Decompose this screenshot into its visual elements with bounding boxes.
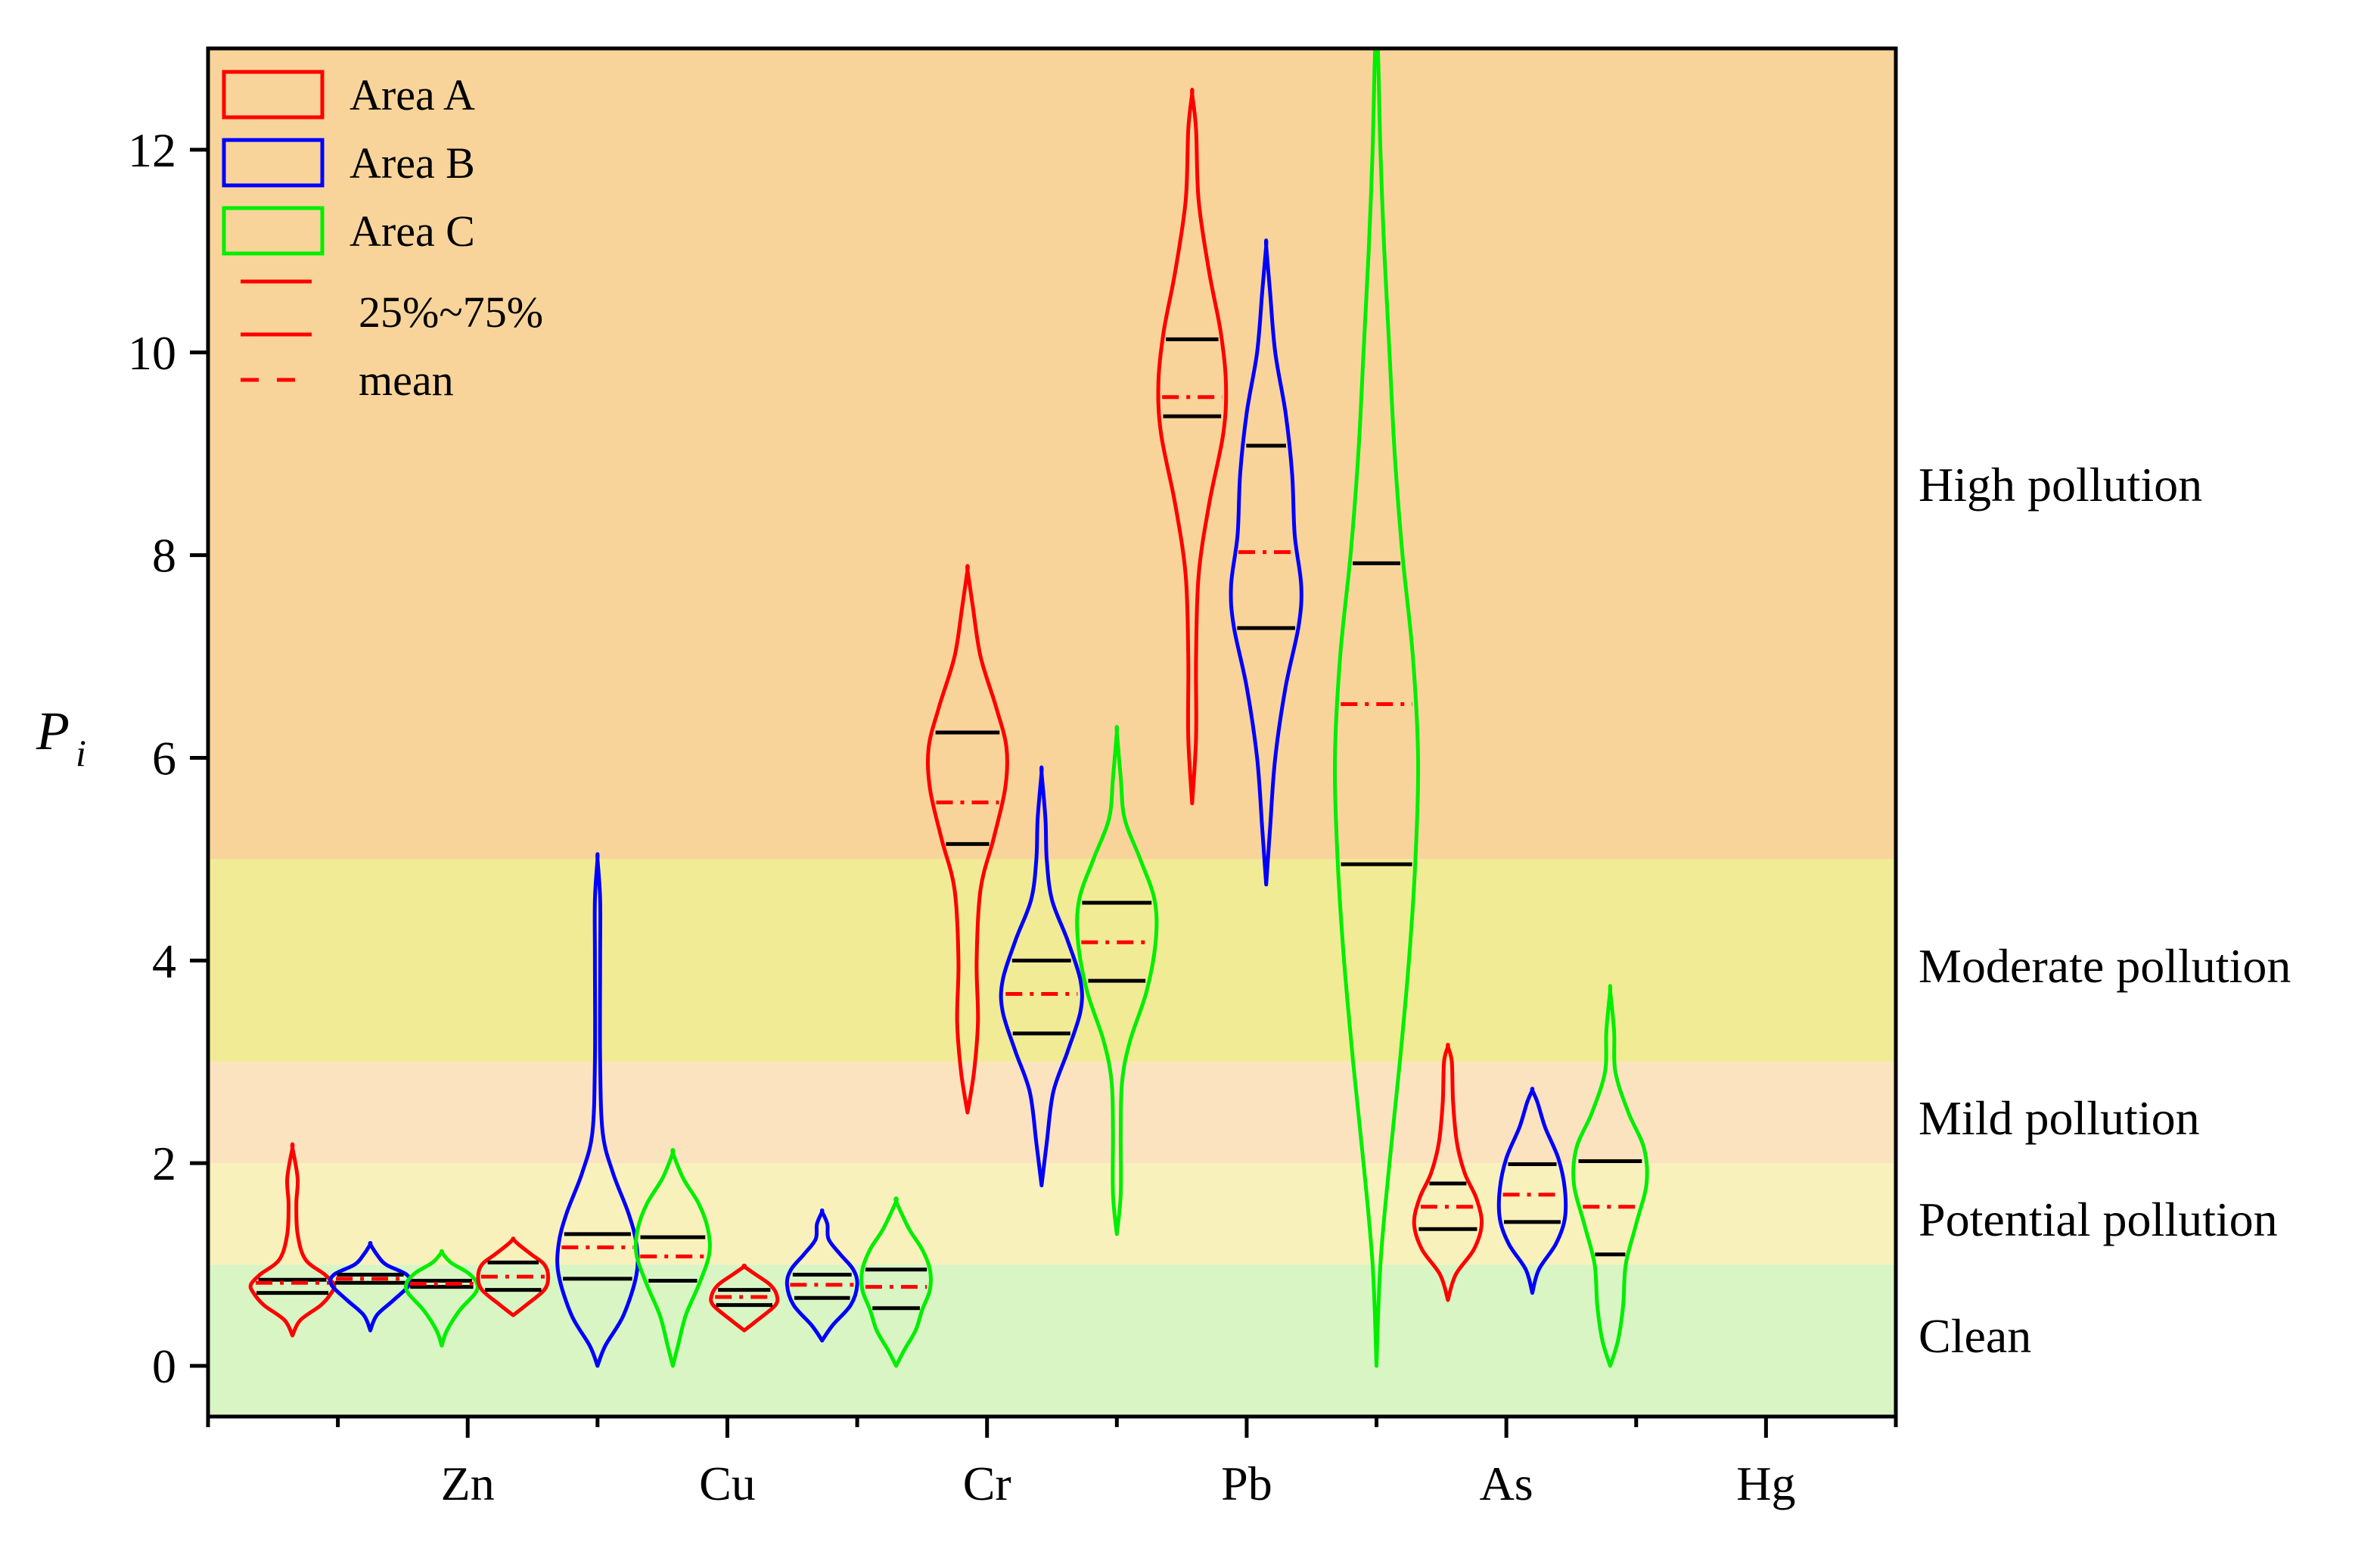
- violins: [248, 48, 1649, 1368]
- y-tick-label-4: 4: [152, 934, 176, 987]
- violin-B6: [1496, 1087, 1568, 1295]
- violin-B4: [999, 765, 1084, 1188]
- violin-A6: [1412, 1043, 1484, 1302]
- legend-swatch-0: [222, 70, 325, 120]
- legend-label-1: Area B: [350, 138, 475, 188]
- violin-outline-A3: [709, 1263, 780, 1333]
- x-tick-label-Zn: Zn: [441, 1457, 495, 1510]
- x-tick-label-Cu: Cu: [699, 1457, 756, 1510]
- band-label-3: Moderate pollution: [1919, 939, 2291, 993]
- violin-outline-B3: [785, 1208, 859, 1343]
- violin-outline-C5: [1333, 48, 1421, 1368]
- x-axis: Zn Cu Cr Pb As Hg: [206, 1417, 1898, 1510]
- y-axis-title-sub: i: [76, 732, 86, 774]
- legend-quartile-label: 25%~75%: [359, 288, 543, 337]
- y-tick-label-12: 12: [128, 123, 176, 177]
- violin-outline-B5: [1229, 238, 1303, 887]
- x-tick-label-Cr: Cr: [963, 1457, 1011, 1510]
- legend-swatch-1: [222, 138, 325, 188]
- violin-outline-A6: [1412, 1043, 1484, 1302]
- band-label-0: Clean: [1919, 1309, 2031, 1363]
- band-labels: Clean Potential pollution Mild pollution Mo…: [1919, 458, 2291, 1363]
- band-label-2: Mild pollution: [1919, 1091, 2200, 1145]
- legend-mean-label: mean: [359, 356, 454, 405]
- violin-outline-C6: [1571, 984, 1649, 1368]
- plot-frame: [206, 46, 1898, 1419]
- y-tick-label-10: 10: [128, 326, 176, 380]
- violin-C6: [1571, 984, 1649, 1368]
- y-axis-title-main: P: [36, 701, 70, 761]
- y-tick-label-0: 0: [152, 1339, 176, 1393]
- y-tick-label-2: 2: [152, 1137, 176, 1190]
- legend: Area A Area B Area C 25%~75% mean: [222, 70, 543, 405]
- violin-outline-A2: [476, 1236, 551, 1317]
- y-axis: 0 2 4 6 8 10 12: [128, 123, 208, 1393]
- violin-C3: [859, 1196, 933, 1368]
- violin-outline-B4: [999, 765, 1084, 1188]
- violin-outline-B6: [1496, 1087, 1568, 1295]
- violin-B1: [328, 1241, 413, 1333]
- violin-A5: [1156, 87, 1229, 806]
- x-tick-label-Hg: Hg: [1736, 1457, 1795, 1510]
- band-label-4: High pollution: [1919, 458, 2202, 512]
- band-4: [208, 48, 1896, 860]
- violin-outline-C3: [859, 1196, 933, 1368]
- violin-outline-A4: [925, 564, 1010, 1115]
- violin-outline-B1: [328, 1241, 413, 1333]
- violin-C2: [633, 1148, 712, 1368]
- violin-C5: [1333, 48, 1421, 1368]
- legend-label-2: Area C: [350, 207, 475, 256]
- legend-swatch-2: [222, 206, 325, 256]
- violin-outline-C1: [403, 1249, 480, 1348]
- violin-C4: [1075, 725, 1159, 1236]
- violin-B3: [785, 1208, 859, 1343]
- legend-label-0: Area A: [350, 70, 475, 120]
- svg-text:Pi: Pi: [36, 701, 86, 774]
- band-label-1: Potential pollution: [1919, 1193, 2278, 1246]
- violin-A3: [709, 1263, 780, 1333]
- y-tick-label-6: 6: [152, 731, 176, 785]
- violin-B5: [1229, 238, 1303, 887]
- band-2: [208, 1062, 1896, 1164]
- violin-C1: [403, 1249, 480, 1348]
- violin-outline-C2: [633, 1148, 712, 1368]
- band-1: [208, 1163, 1896, 1265]
- violin-outline-A5: [1156, 87, 1229, 806]
- violin-A2: [476, 1236, 551, 1317]
- violin-A4: [925, 564, 1010, 1115]
- x-tick-label-Pb: Pb: [1221, 1457, 1272, 1510]
- x-tick-label-As: As: [1480, 1457, 1533, 1510]
- y-tick-label-8: 8: [152, 529, 176, 583]
- violin-outline-C4: [1075, 725, 1159, 1236]
